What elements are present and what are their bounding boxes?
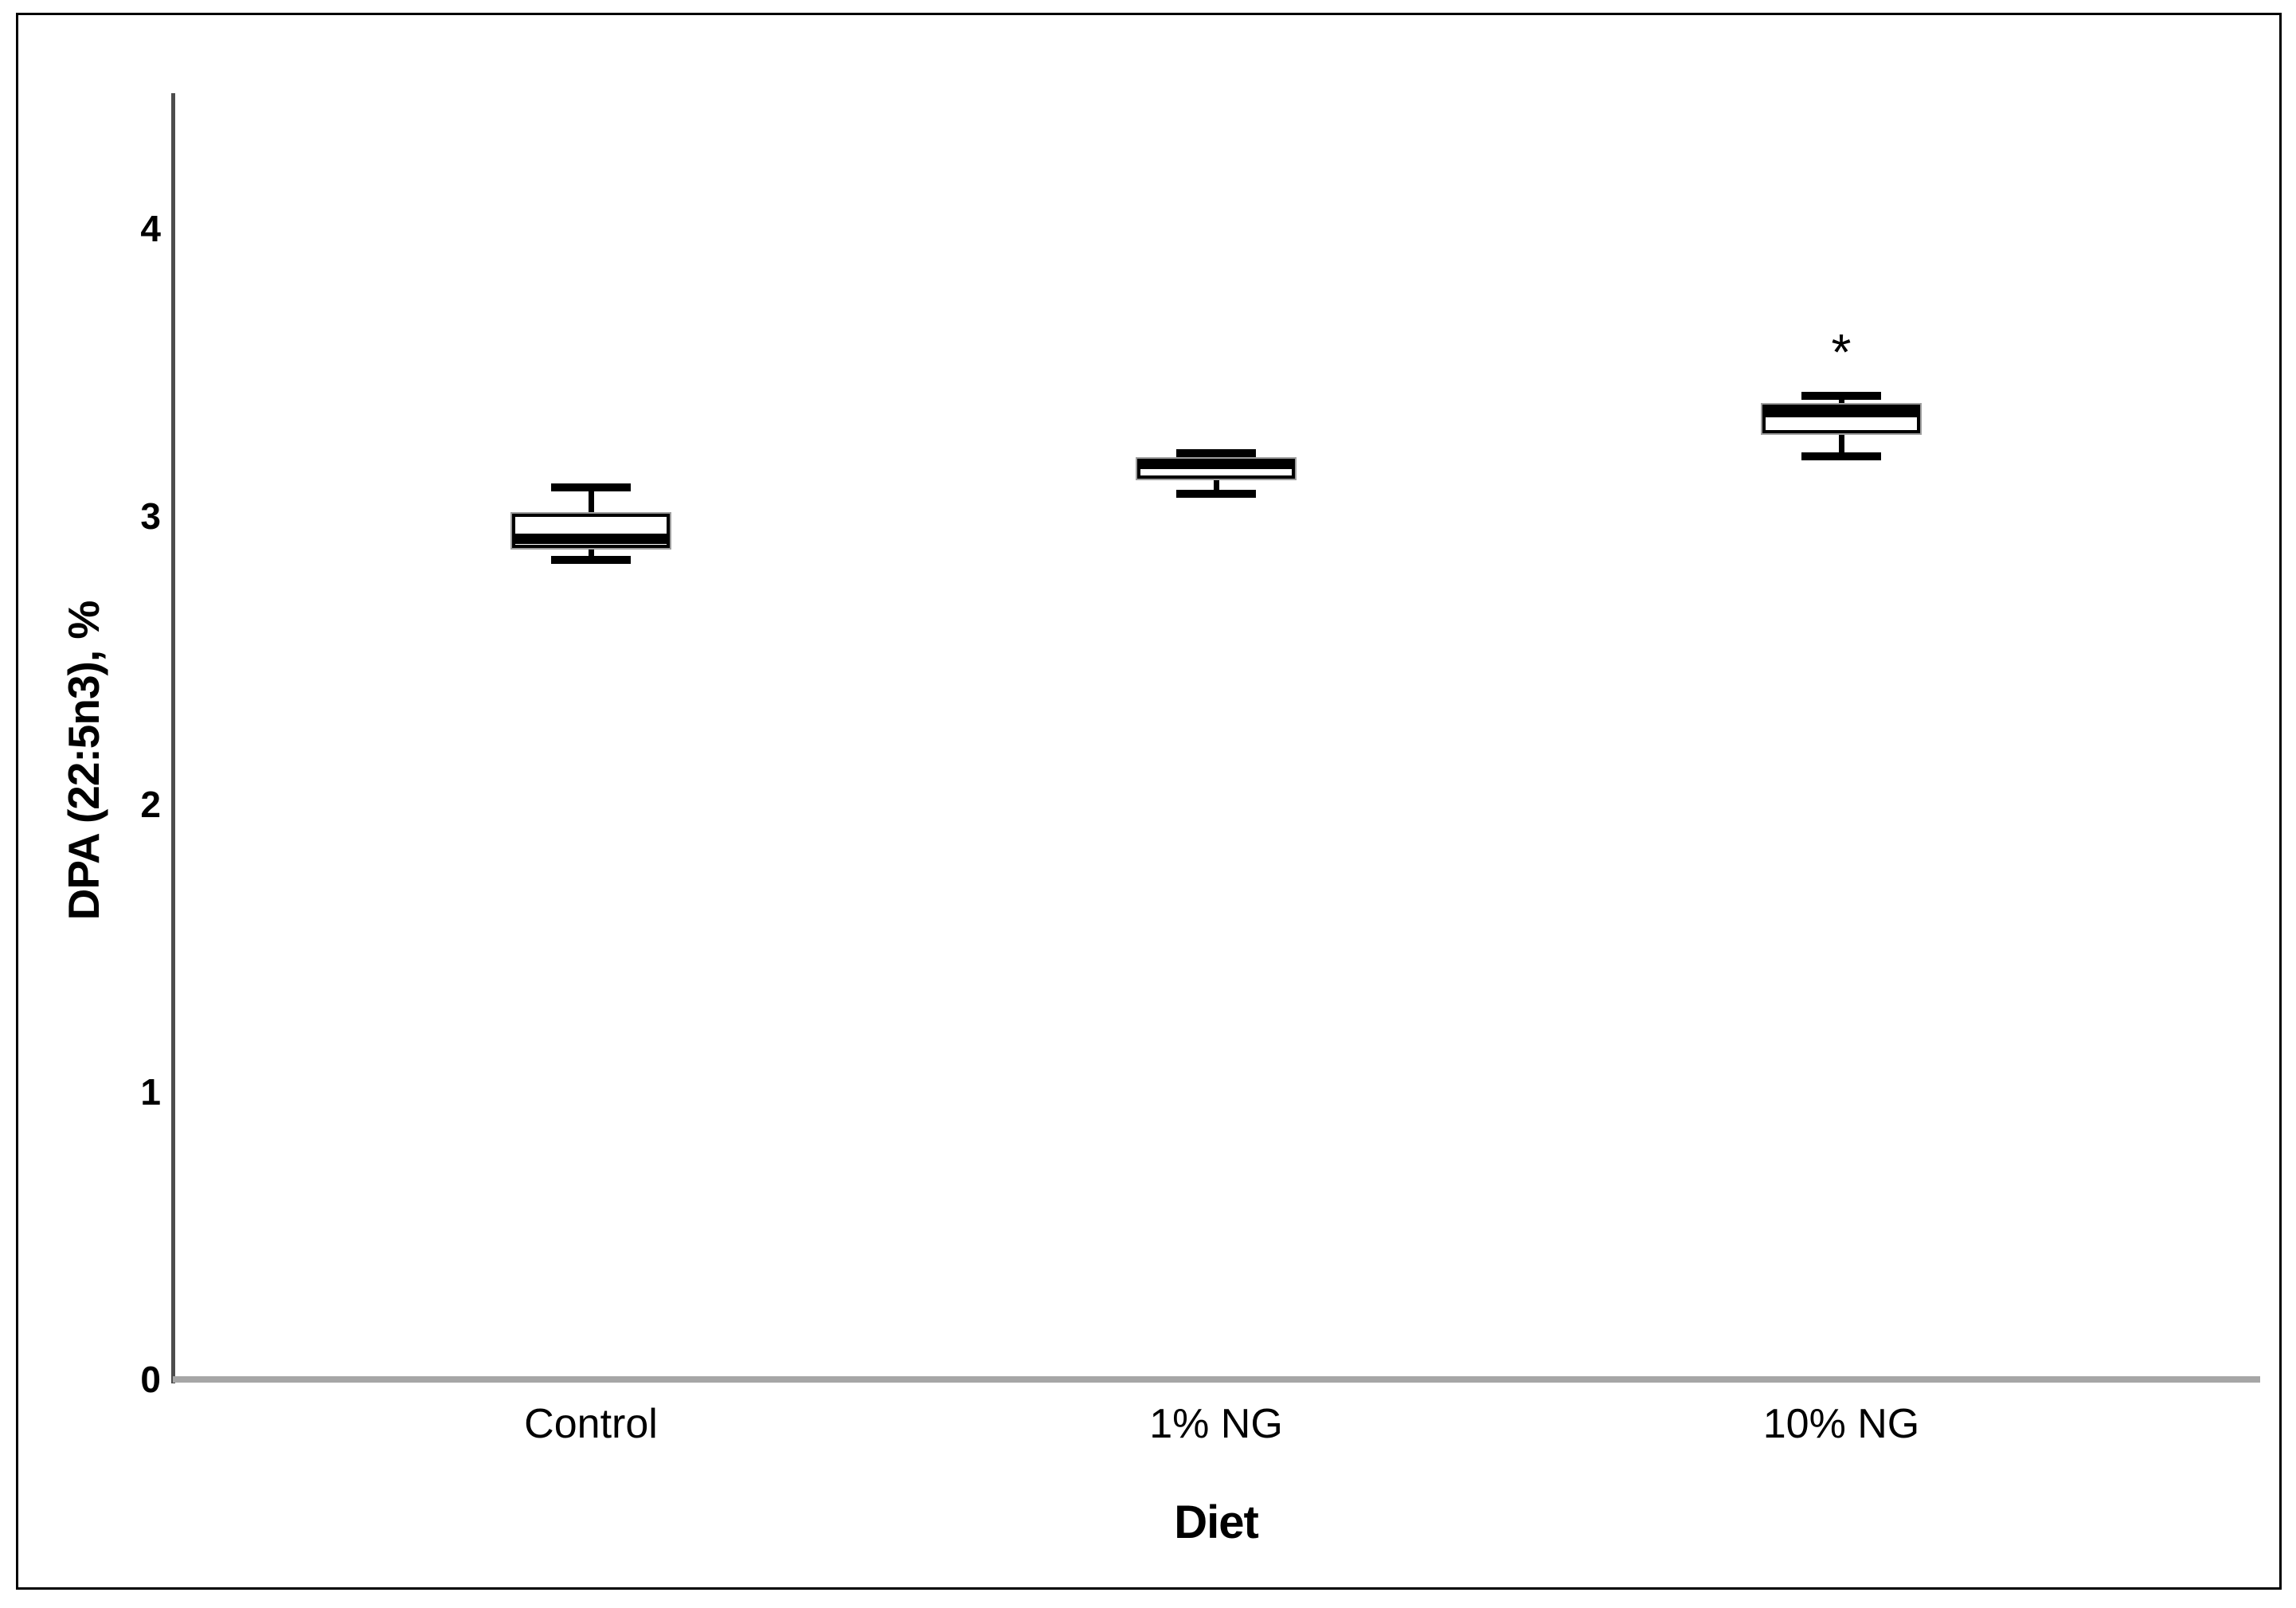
lower-whisker-cap [1176, 489, 1256, 498]
y-tick-label: 4 [140, 208, 161, 250]
median-line [1140, 459, 1292, 470]
category-label: 1% NG [1149, 1401, 1283, 1447]
lower-whisker-stem [589, 548, 594, 560]
upper-whisker-stem [1214, 452, 1219, 460]
y-tick-label: 1 [140, 1070, 161, 1113]
x-axis-title: Diet [1174, 1496, 1259, 1548]
lower-whisker-cap [1801, 452, 1881, 460]
upper-whisker-stem [589, 487, 594, 514]
significance-asterisk: * [1831, 323, 1852, 381]
median-line [515, 534, 667, 545]
y-axis-title: DPA (22:5n3), % [59, 601, 108, 921]
lower-whisker-stem [1839, 432, 1844, 456]
upper-whisker-stem [1839, 395, 1844, 405]
median-line [1766, 407, 1917, 418]
category-label: 10% NG [1762, 1401, 1920, 1447]
category-label: Control [524, 1401, 658, 1447]
lower-whisker-stem [1214, 479, 1219, 494]
y-tick-label: 0 [140, 1359, 161, 1400]
lower-whisker-cap [551, 555, 631, 564]
y-axis-line [171, 93, 175, 1383]
y-tick-label: 2 [140, 783, 161, 825]
figure-border [16, 13, 2282, 1590]
x-axis-line [173, 1376, 2260, 1383]
y-tick-label: 3 [140, 495, 161, 538]
